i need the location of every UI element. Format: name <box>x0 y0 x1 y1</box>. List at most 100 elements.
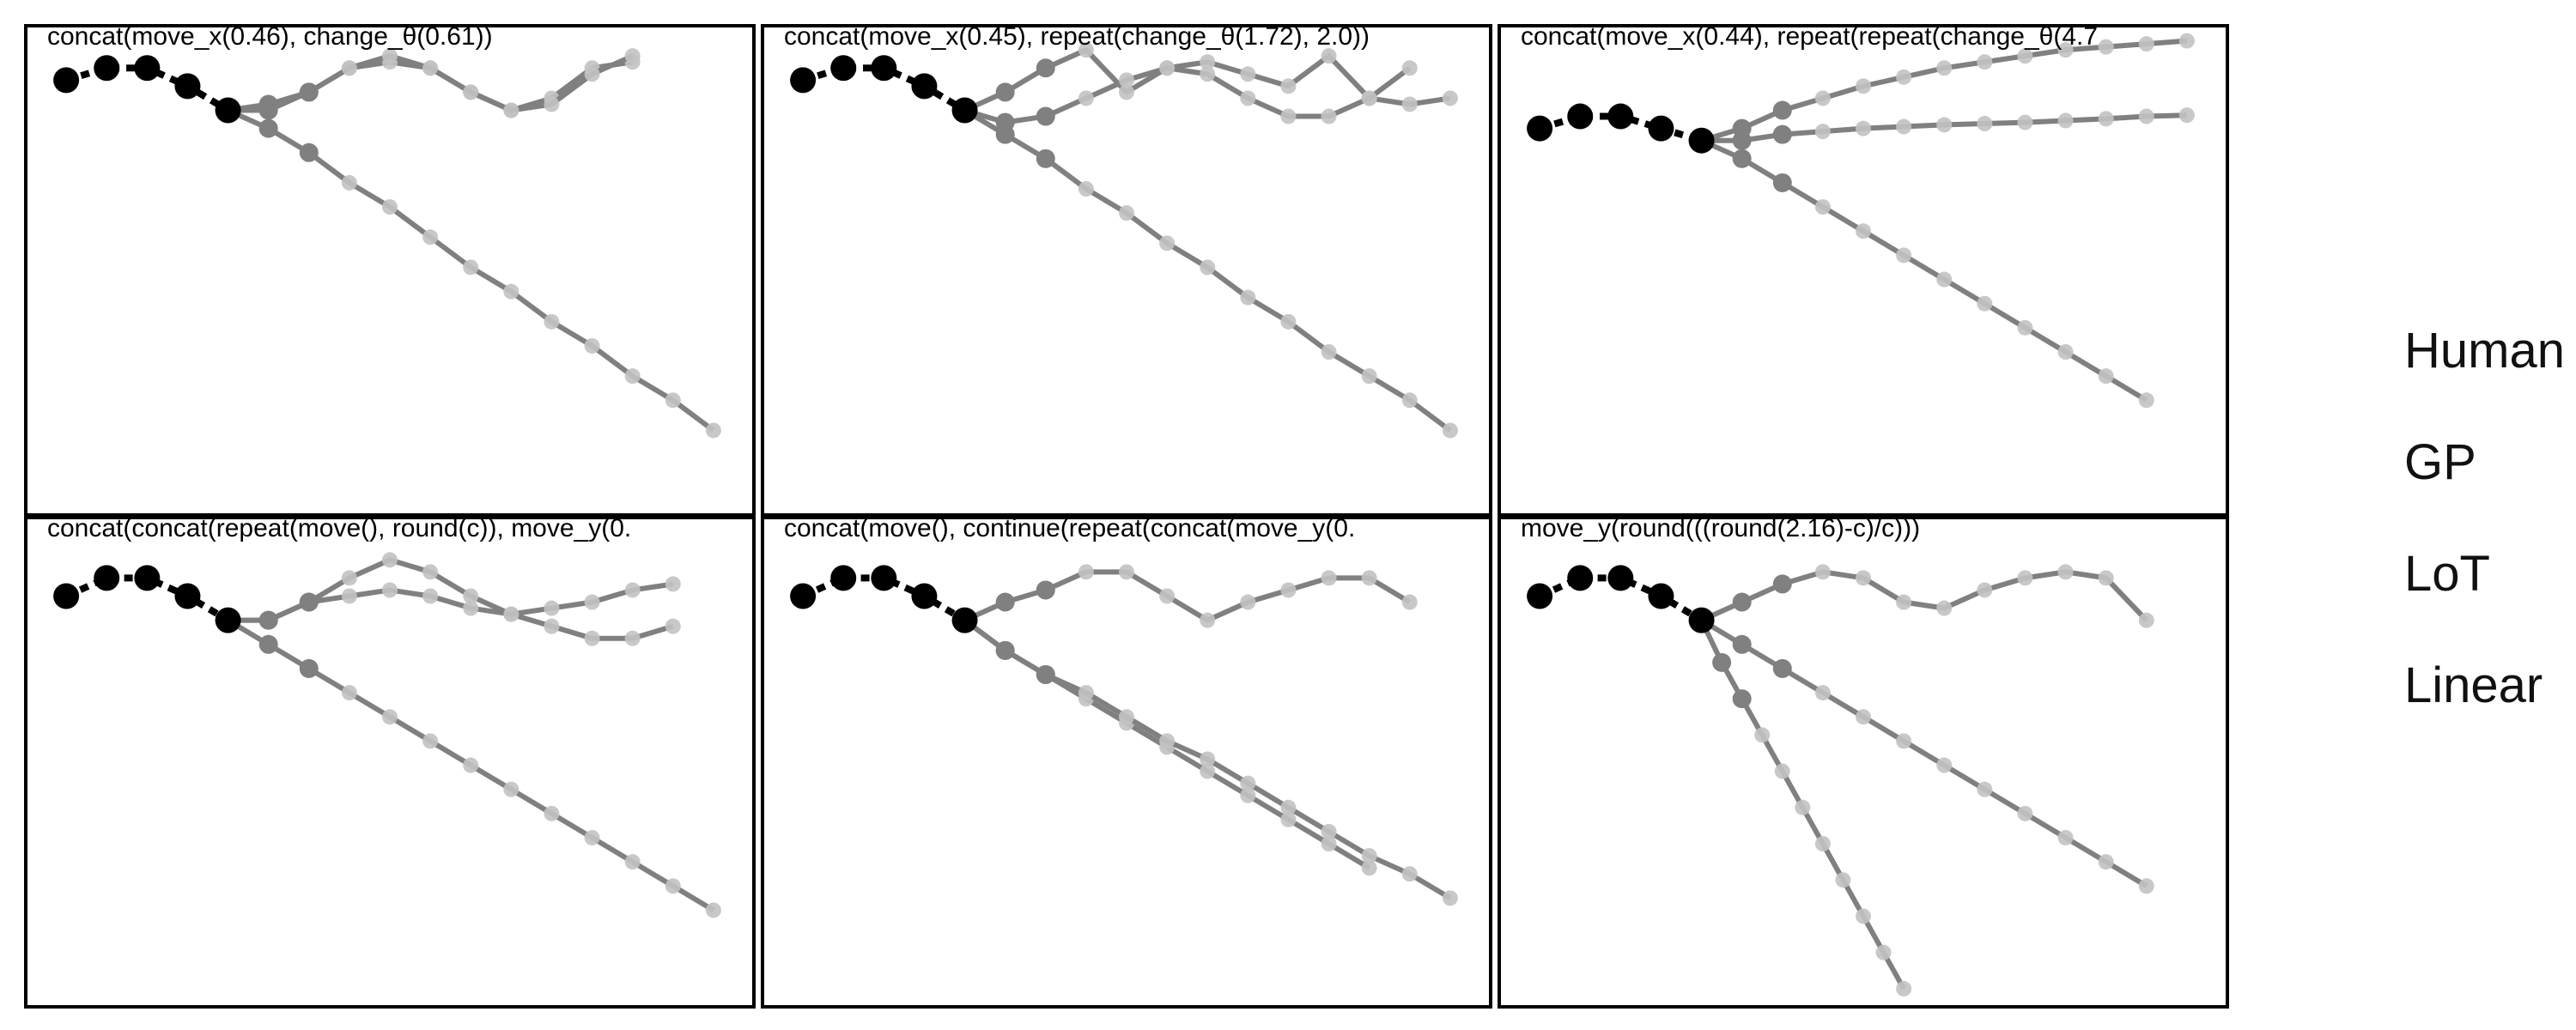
trajectory-point <box>1361 90 1377 106</box>
trajectory-point <box>463 259 479 276</box>
trajectory-point <box>1200 259 1216 276</box>
panel-frame <box>1498 516 2229 1009</box>
trajectory-point <box>1200 66 1216 82</box>
trajectory-point <box>1119 84 1134 100</box>
trajectory-point <box>1036 58 1055 78</box>
trajectory-point <box>995 640 1015 660</box>
trajectory-point <box>624 368 641 385</box>
context-point <box>1688 127 1715 154</box>
trajectory-point <box>1321 344 1337 360</box>
trajectory-point <box>299 142 319 162</box>
trajectory-point <box>1977 781 1993 797</box>
trajectory-3 <box>227 618 721 918</box>
trajectory-point <box>2017 319 2033 336</box>
trajectory-point <box>1936 757 1953 773</box>
context-sequence <box>1527 565 1715 633</box>
trajectory-point <box>1200 763 1216 779</box>
context-point <box>53 583 80 609</box>
context-point <box>830 565 857 591</box>
trajectory-point <box>544 600 560 616</box>
trajectory-point <box>382 199 398 215</box>
trajectory-point <box>1875 944 1892 960</box>
trajectory-point <box>2138 878 2154 894</box>
trajectory-point <box>299 82 319 102</box>
trajectory-point <box>258 634 278 654</box>
trajectory-point <box>1896 118 1912 135</box>
trajectory-point <box>2138 392 2154 409</box>
trajectory-point <box>1361 570 1377 586</box>
trajectory-point <box>1159 588 1176 604</box>
trajectory-point <box>341 570 357 586</box>
trajectory-point <box>2098 368 2114 385</box>
trajectory-point <box>2098 111 2114 127</box>
trajectory-point <box>544 805 560 821</box>
panel-title: concat(move(), continue(repeat(concat(mo… <box>784 514 1355 542</box>
trajectory-point <box>299 592 319 612</box>
trajectory-point <box>1119 72 1134 88</box>
trajectory-point <box>503 606 519 622</box>
trajectory-point <box>463 600 479 616</box>
trajectory-point <box>1977 54 1993 70</box>
trajectory-point <box>1200 751 1216 767</box>
context-sequence <box>53 55 241 124</box>
trajectory-point <box>1936 117 1953 133</box>
trajectory-point <box>584 337 600 354</box>
trajectory-point <box>1814 124 1831 140</box>
legend-gp: GP <box>2404 434 2476 490</box>
trajectory-1 <box>228 552 681 646</box>
trajectory-point <box>1321 48 1337 64</box>
trajectory-point <box>1835 872 1851 888</box>
trajectory-point <box>1896 594 1912 610</box>
context-point <box>1607 103 1634 130</box>
trajectory-point <box>503 283 519 300</box>
trajectory-point <box>1774 763 1790 779</box>
trajectory-point <box>624 582 641 598</box>
trajectory-point <box>1814 685 1831 701</box>
trajectory-point <box>1240 66 1256 82</box>
trajectory-point <box>1896 980 1912 997</box>
trajectory-point <box>503 102 519 118</box>
panel-frame <box>1498 24 2229 517</box>
panel-6: move_y(round(((round(2.16)-c)/c))) <box>1498 516 2229 1009</box>
trajectory-point <box>2178 33 2195 49</box>
trajectory-point <box>422 733 439 749</box>
trajectory-point <box>665 878 681 894</box>
trajectory-point <box>1280 799 1297 815</box>
trajectory-point <box>2017 805 2033 821</box>
trajectory-point <box>1896 247 1912 264</box>
trajectory-point <box>382 48 398 64</box>
trajectory-point <box>584 829 600 845</box>
trajectory-point <box>1977 582 1993 598</box>
trajectory-point <box>1732 148 1752 168</box>
trajectory-point <box>1280 313 1297 330</box>
trajectory-point <box>422 588 439 604</box>
trajectory-1 <box>1700 564 2154 628</box>
panel-frame <box>24 516 756 1009</box>
trajectory-point <box>422 229 439 245</box>
trajectory-point <box>1036 106 1055 126</box>
trajectory-point <box>1280 811 1297 827</box>
context-point <box>871 565 897 591</box>
trajectory-point <box>1856 78 1871 94</box>
panel-title: concat(concat(repeat(move(), round(c)), … <box>47 514 631 542</box>
trajectory-point <box>2138 36 2154 52</box>
context-point <box>134 565 161 591</box>
trajectory-point <box>705 422 721 439</box>
context-sequence <box>790 565 978 633</box>
trajectory-1 <box>1700 33 2195 143</box>
trajectory-point <box>1732 592 1752 612</box>
trajectory-point <box>2138 612 2154 628</box>
trajectory-point <box>341 588 357 604</box>
panel-plot <box>53 48 721 439</box>
trajectory-point <box>2017 570 2033 586</box>
trajectory-point <box>463 757 479 773</box>
trajectory-point <box>995 124 1015 144</box>
trajectory-point <box>2098 39 2114 55</box>
trajectory-point <box>665 618 681 634</box>
trajectory-point <box>1977 116 1993 131</box>
trajectory-point <box>1036 580 1055 600</box>
trajectory-point <box>1896 733 1912 749</box>
context-point <box>215 607 241 633</box>
trajectory-point <box>1772 658 1792 678</box>
trajectory-point <box>1401 96 1418 112</box>
